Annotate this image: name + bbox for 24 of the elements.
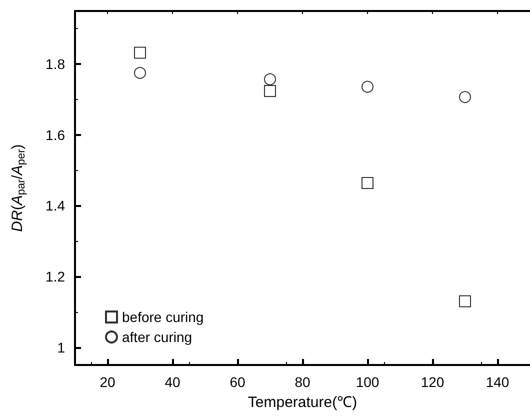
point (134, 66, 146, 79)
legend-label: after curing (122, 329, 192, 345)
point (264, 85, 276, 98)
x-tick-label: 80 (294, 374, 310, 390)
y-tick-label: 1 (57, 339, 66, 356)
y-tick-label: 1.8 (46, 56, 66, 72)
point (459, 295, 471, 308)
point (264, 73, 276, 86)
y-tick-label: 1.2 (46, 268, 66, 284)
point (459, 91, 471, 104)
x-tick-label: 140 (486, 374, 510, 390)
x-tick-label: 40 (164, 374, 180, 390)
legend-label: before curing (122, 309, 204, 325)
point (362, 80, 374, 93)
y-axis-title: DR(Apar/Aper) (9, 144, 28, 232)
x-tick-label: 60 (230, 374, 246, 390)
x-tick-label: 20 (100, 374, 116, 390)
x-tick-label: 120 (420, 374, 444, 390)
point (362, 177, 374, 190)
x-tick-label: 100 (356, 374, 380, 390)
y-tick-label: 1.4 (46, 198, 66, 214)
x-axis-title: Temperature(℃) (248, 394, 358, 411)
point (134, 46, 146, 59)
y-tick-label: 1.6 (46, 126, 66, 143)
